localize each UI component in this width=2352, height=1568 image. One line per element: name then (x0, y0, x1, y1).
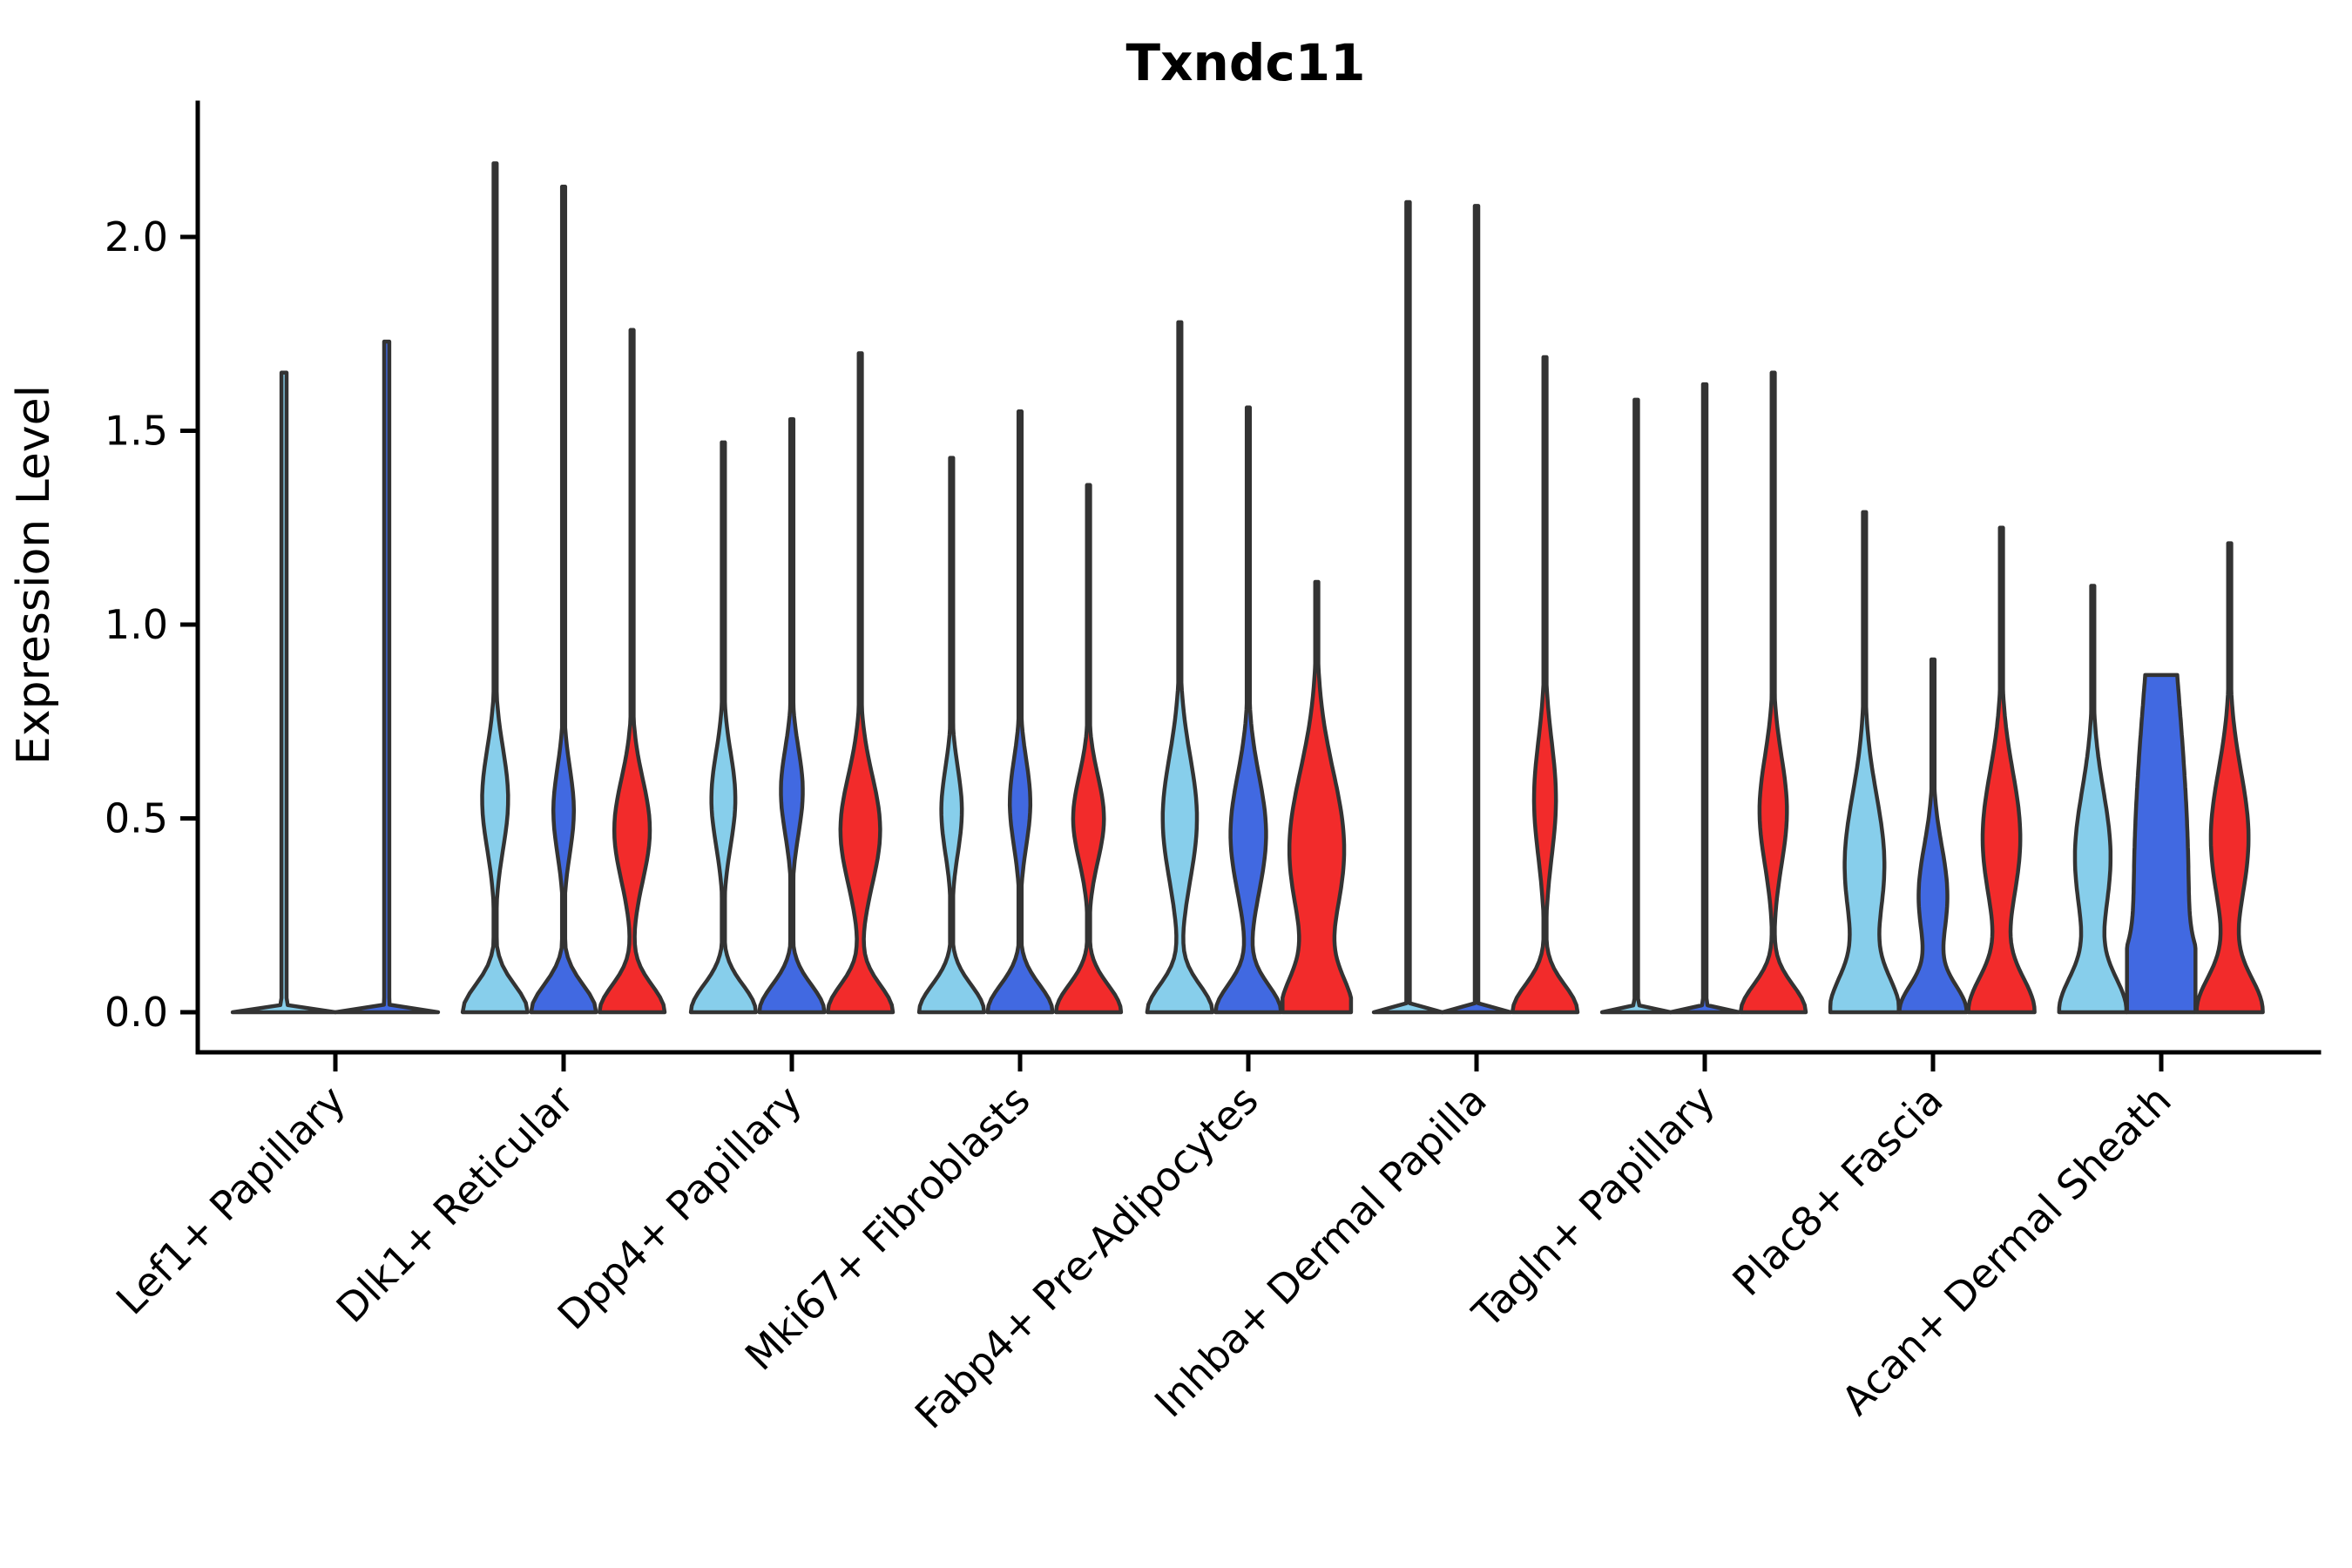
x-tick-label: Dlk1+ Reticular (328, 1077, 583, 1332)
chart-title: Txndc11 (1126, 33, 1366, 92)
y-tick-label: 0.5 (105, 795, 168, 842)
violin-fabp4-pre-adipocytes-red (1281, 579, 1354, 1015)
violins-layer (230, 161, 2265, 1015)
axes (180, 100, 2322, 1071)
violin-tagln-papillary-red (1738, 370, 1808, 1015)
violin-acan-dermal-sheath-red (2194, 541, 2265, 1015)
violin-plac8-fascia-red (1966, 525, 2037, 1015)
violin-dlk1-reticular-royal-blue (529, 184, 598, 1015)
violin-mki67-fibroblasts-royal-blue (985, 409, 1055, 1015)
violin-lef1-papillary-royal-blue (333, 339, 441, 1015)
violin-mki67-fibroblasts-red (1054, 483, 1124, 1015)
x-tick-label: Dpp4+ Papillary (549, 1077, 811, 1339)
x-tick-label: Lef1+ Papillary (107, 1077, 355, 1324)
violin-inhba-dermal-papilla-light-blue (1371, 199, 1444, 1015)
violin-dpp4-papillary-light-blue (688, 440, 758, 1015)
violin-dlk1-reticular-red (597, 328, 667, 1015)
y-tick-label: 1.0 (105, 601, 168, 648)
violin-tagln-papillary-royal-blue (1668, 382, 1741, 1015)
violin-mki67-fibroblasts-light-blue (916, 456, 986, 1015)
violin-fabp4-pre-adipocytes-royal-blue (1213, 405, 1283, 1015)
x-tick-label: Tagln+ Papillary (1463, 1077, 1724, 1338)
violin-tagln-papillary-light-blue (1599, 397, 1673, 1015)
violin-acan-dermal-sheath-light-blue (2057, 584, 2129, 1015)
x-tick-label: Plac8+ Fascia (1723, 1077, 1951, 1305)
violin-dpp4-papillary-red (825, 351, 896, 1015)
y-tick-label: 0.0 (105, 989, 168, 1036)
y-tick-label: 1.5 (105, 408, 168, 455)
violin-acan-dermal-sheath-royal-blue (2125, 672, 2198, 1015)
violin-dpp4-papillary-royal-blue (757, 416, 827, 1015)
y-axis-label: Expression Level (8, 385, 60, 765)
violin-fabp4-pre-adipocytes-light-blue (1145, 320, 1215, 1015)
violin-inhba-dermal-papilla-red (1510, 355, 1580, 1015)
y-tick-label: 2.0 (105, 213, 168, 260)
violin-inhba-dermal-papilla-royal-blue (1440, 204, 1513, 1015)
violin-plac8-fascia-light-blue (1828, 510, 1901, 1015)
violin-lef1-papillary-light-blue (230, 370, 338, 1015)
violin-plac8-fascia-royal-blue (1897, 657, 1969, 1015)
violin-dlk1-reticular-light-blue (460, 161, 530, 1015)
